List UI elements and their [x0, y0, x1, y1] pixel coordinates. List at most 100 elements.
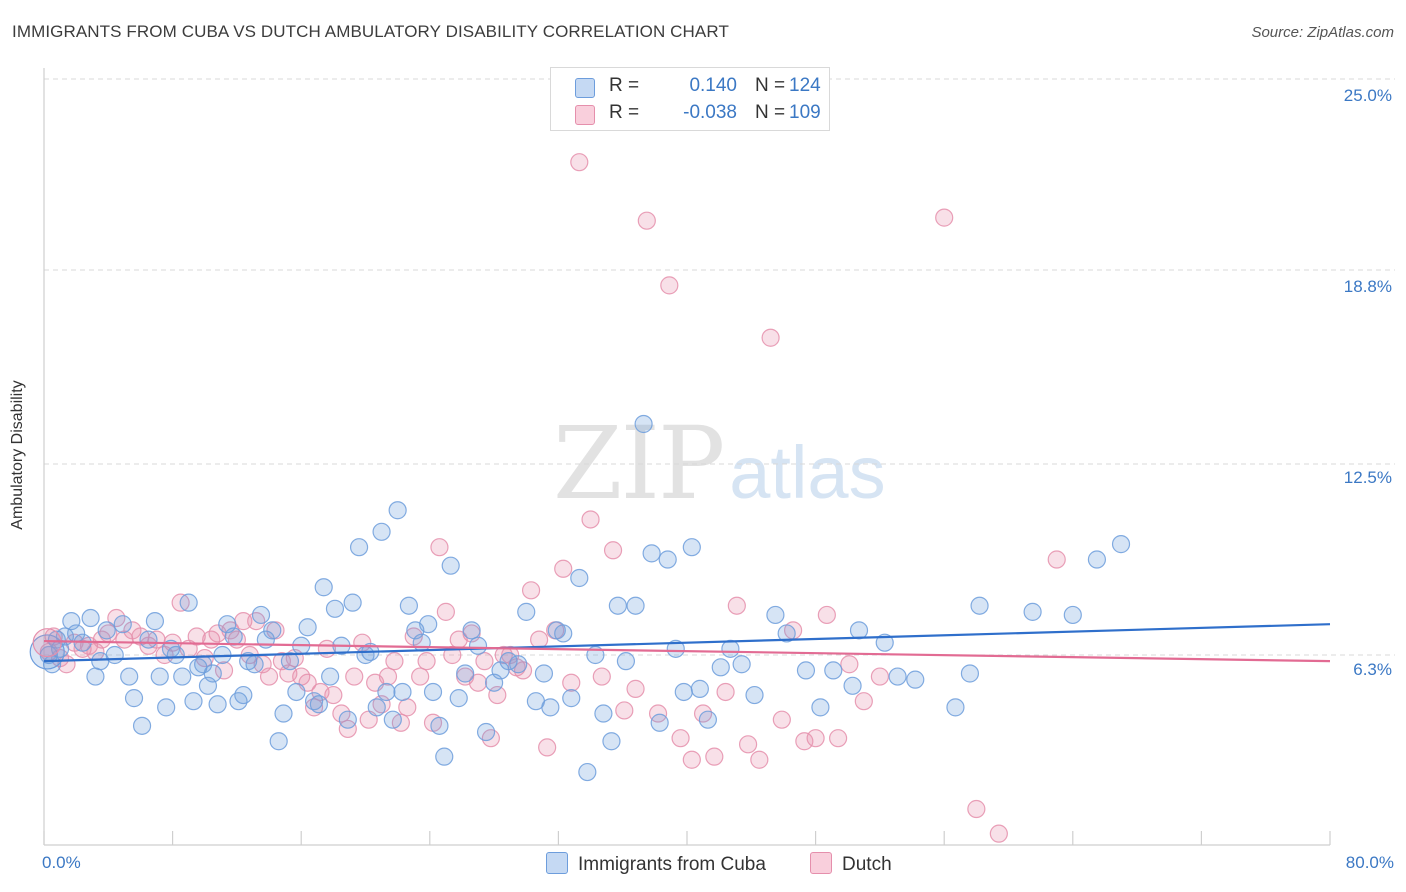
data-point-cuba	[578, 762, 597, 782]
trend-line-dutch	[43, 640, 1331, 663]
data-point-cuba	[626, 596, 645, 615]
legend-n-value: 124	[789, 75, 821, 96]
data-point-cuba	[1087, 550, 1107, 569]
x-tick-label: 80.0%	[1345, 853, 1394, 872]
data-point-cuba	[602, 732, 621, 751]
data-point-dutch	[468, 673, 488, 692]
data-point-cuba	[393, 682, 412, 702]
data-point-dutch	[378, 667, 398, 686]
data-point-dutch	[648, 704, 668, 723]
data-point-cuba	[208, 695, 227, 714]
data-point-cuba	[462, 621, 481, 640]
data-point-cuba	[766, 605, 785, 625]
data-point-cuba	[441, 556, 460, 575]
data-point-cuba	[875, 633, 894, 652]
data-point-cuba	[372, 522, 391, 541]
watermark-zip: ZIP	[553, 405, 725, 522]
data-point-cuba	[309, 695, 328, 714]
data-point-cuba	[263, 621, 282, 640]
data-point-dutch	[750, 750, 769, 769]
data-point-cuba	[139, 630, 158, 649]
data-point-dutch	[513, 661, 533, 680]
data-point-dutch	[592, 667, 611, 686]
data-point-dutch	[705, 747, 724, 766]
bottom-legend-cuba: Immigrants from Cuba	[546, 852, 766, 876]
data-point-cuba	[554, 624, 573, 643]
data-point-dutch	[682, 750, 701, 769]
data-point-cuba	[367, 698, 386, 717]
data-point-cuba	[234, 685, 253, 705]
data-point-dutch	[660, 276, 679, 295]
data-point-cuba	[616, 652, 636, 671]
data-point-dutch	[187, 627, 206, 646]
data-point-dutch	[806, 729, 825, 748]
data-point-dutch	[398, 698, 417, 717]
data-point-dutch	[840, 655, 859, 674]
data-point-dutch	[554, 559, 573, 578]
data-point-dutch	[481, 729, 500, 748]
data-point-dutch	[430, 538, 449, 557]
data-point-cuba	[711, 658, 730, 677]
data-point-cuba	[456, 664, 475, 683]
legend-swatch-cuba	[546, 852, 568, 874]
data-point-dutch	[304, 698, 324, 717]
data-point-cuba	[666, 639, 685, 658]
data-point-cuba	[325, 599, 345, 618]
data-point-cuba	[377, 682, 396, 702]
data-point-dutch	[345, 667, 364, 686]
data-point-cuba	[274, 704, 293, 723]
watermark-atlas: atlas	[729, 431, 886, 514]
data-point-cuba	[642, 544, 661, 563]
data-point-cuba	[517, 602, 536, 621]
data-point-cuba	[682, 538, 701, 557]
data-point-cuba	[468, 636, 488, 655]
data-point-cuba	[843, 676, 862, 695]
legend-r-value: -0.038	[683, 102, 737, 123]
legend-label-cuba: Immigrants from Cuba	[578, 854, 766, 875]
data-point-cuba	[251, 605, 271, 625]
data-point-dutch	[761, 328, 780, 347]
data-point-dutch	[338, 719, 357, 739]
data-point-cuba	[570, 568, 589, 588]
data-point-dutch	[615, 701, 634, 720]
data-point-cuba	[594, 704, 613, 723]
data-point-cuba	[203, 664, 222, 683]
legend-r-value: 0.140	[689, 75, 737, 96]
data-point-dutch	[385, 652, 404, 671]
legend-swatch-dutch	[810, 852, 832, 874]
data-point-cuba	[97, 621, 116, 640]
data-point-cuba	[150, 667, 169, 686]
data-point-cuba	[777, 624, 796, 643]
data-point-dutch	[626, 679, 645, 698]
trend-line-cuba	[43, 623, 1331, 663]
data-point-dutch	[738, 735, 758, 754]
x-tick-label: 0.0%	[42, 853, 81, 872]
data-point-dutch	[637, 211, 656, 230]
correlation-legend: R = 0.140 N = 124 R = -0.038 N = 109	[550, 67, 830, 131]
source-credit: Source: ZipAtlas.com	[1251, 24, 1394, 41]
data-point-cuba	[229, 692, 248, 711]
data-point-cuba	[287, 682, 306, 702]
legend-n-label: N =	[755, 75, 786, 96]
data-point-cuba	[224, 627, 243, 646]
data-point-cuba	[509, 655, 528, 674]
data-point-cuba	[796, 661, 816, 680]
data-point-cuba	[690, 679, 709, 698]
data-point-cuba	[430, 716, 449, 735]
data-point-cuba	[970, 596, 989, 615]
data-point-cuba	[81, 608, 100, 628]
data-point-dutch	[603, 541, 623, 560]
data-point-cuba	[86, 667, 105, 686]
data-point-cuba	[124, 689, 144, 708]
data-point-cuba	[184, 692, 203, 711]
data-point-cuba	[476, 722, 496, 742]
data-point-cuba	[383, 710, 402, 729]
data-point-dutch	[829, 729, 848, 748]
data-point-cuba	[280, 652, 300, 671]
legend-n-value: 109	[789, 102, 821, 123]
data-point-cuba	[721, 639, 740, 658]
data-point-cuba	[906, 670, 925, 689]
data-point-dutch	[259, 667, 279, 686]
data-point-cuba	[534, 664, 554, 683]
data-point-dutch	[521, 581, 541, 600]
